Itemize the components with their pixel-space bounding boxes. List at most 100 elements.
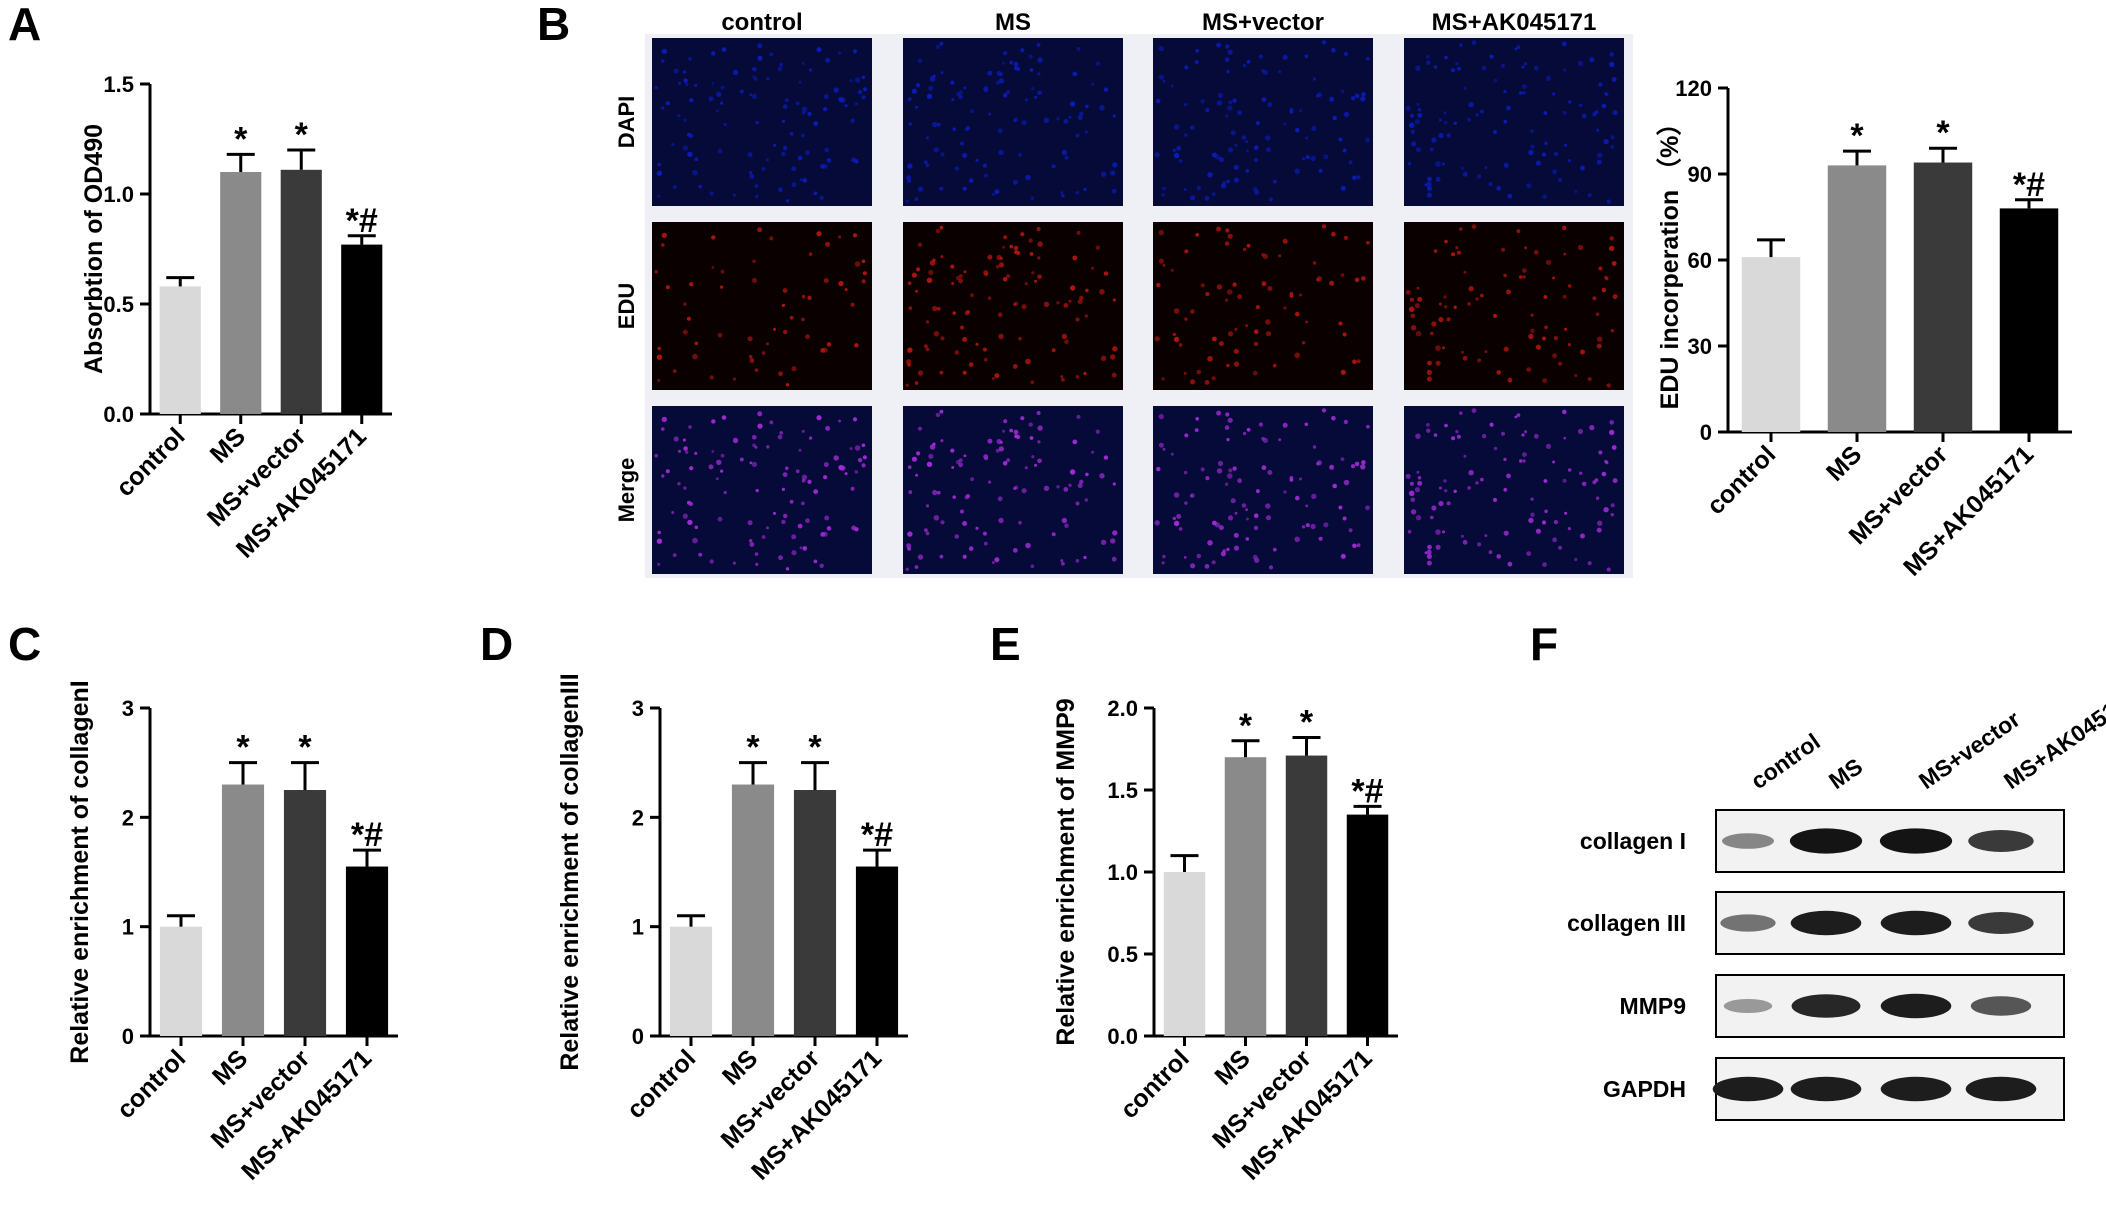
cell-nucleus [939,41,944,46]
cell-nucleus [932,74,936,78]
cell-nucleus [1158,45,1165,52]
cell-nucleus [1183,188,1187,191]
cell-nucleus [1433,65,1438,69]
cell-nucleus [1294,536,1300,543]
microscopy-tile-dapi-ms-vector [1153,38,1373,206]
cell-nucleus [1158,442,1164,448]
cell-nucleus [715,109,719,113]
cell-nucleus [998,149,1004,156]
y-axis-title: EDU incorperation （%） [1655,111,1684,410]
cell-nucleus [686,316,691,321]
blot-band [1720,914,1776,932]
cell-nucleus [1162,79,1166,83]
cell-nucleus [1348,528,1353,533]
cell-nucleus [1606,567,1611,572]
cell-nucleus [1262,437,1269,444]
cell-nucleus [1305,136,1309,140]
cell-nucleus [1612,478,1618,484]
cell-nucleus [1594,478,1599,482]
cell-nucleus [755,120,759,125]
cell-nucleus [789,315,794,320]
cell-nucleus [799,178,803,182]
cell-nucleus [657,162,661,167]
cell-nucleus [1528,517,1534,524]
cell-nucleus [1224,298,1229,302]
cell-nucleus [1321,224,1327,229]
cell-nucleus [791,166,797,172]
cell-nucleus [851,525,856,531]
cell-nucleus [1077,483,1083,489]
cell-nucleus [694,83,698,87]
cell-nucleus [1099,289,1105,295]
cell-nucleus [1064,523,1069,528]
cell-nucleus [1580,165,1585,171]
cell-nucleus [1488,550,1493,555]
cell-nucleus [1329,464,1335,470]
cell-nucleus [1224,425,1230,430]
cell-nucleus [1340,369,1346,375]
cell-nucleus [1516,45,1521,49]
cell-nucleus [1331,47,1336,53]
cell-nucleus [791,366,797,372]
cell-nucleus [1205,292,1210,297]
cell-nucleus [1577,428,1584,435]
cell-nucleus [1365,505,1370,511]
cell-nucleus [1552,537,1557,543]
cell-nucleus [1243,431,1247,436]
cell-nucleus [1194,60,1199,65]
cell-nucleus [1002,429,1006,433]
cell-nucleus [826,342,832,347]
cell-nucleus [1577,244,1584,251]
cell-nucleus [1507,193,1513,199]
cell-nucleus [1332,115,1337,121]
cell-nucleus [1178,527,1183,531]
cell-nucleus [709,375,714,380]
cell-nucleus [1596,159,1602,165]
cell-nucleus [850,486,855,491]
cell-nucleus [711,51,716,56]
cell-nucleus [755,194,759,198]
cell-nucleus [1245,140,1248,144]
cell-nucleus [720,85,725,90]
cell-nucleus [1340,553,1346,559]
cell-nucleus [1417,112,1423,118]
cell-nucleus [908,306,913,310]
cell-nucleus [1331,415,1336,421]
y-tick-label: 60 [1688,248,1712,273]
cell-nucleus [925,136,930,140]
cell-nucleus [720,269,725,274]
cell-nucleus [1268,565,1274,570]
cell-nucleus [808,436,813,440]
cell-nucleus [816,47,822,53]
cell-nucleus [838,235,842,239]
cell-nucleus [1577,60,1584,67]
cell-nucleus [1014,117,1019,122]
cell-nucleus [1552,276,1556,280]
cell-nucleus [1083,371,1087,376]
cell-nucleus [940,255,944,259]
cell-nucleus [905,199,909,203]
cell-nucleus [1064,155,1069,160]
blot-band [1879,828,1953,854]
y-tick-label: 3 [632,696,644,721]
cell-nucleus [1430,515,1434,520]
cell-nucleus [1227,147,1234,153]
cell-nucleus [757,411,763,417]
cell-nucleus [907,281,912,286]
cell-nucleus [995,80,1000,85]
cell-nucleus [1112,482,1116,486]
microscopy-column-label: control [721,9,802,36]
cell-nucleus [1530,328,1535,333]
significance-label: * [1850,117,1864,155]
cell-nucleus [1173,520,1180,527]
cell-nucleus [1253,329,1259,335]
cell-nucleus [1410,141,1417,147]
blot-lane-label: MS [1824,753,1867,794]
cell-nucleus [1563,252,1567,256]
cell-nucleus [861,259,866,264]
cell-nucleus [1581,113,1587,119]
cell-nucleus [1426,560,1432,566]
cell-nucleus [932,121,938,128]
cell-nucleus [1477,542,1482,547]
cell-nucleus [694,341,699,346]
